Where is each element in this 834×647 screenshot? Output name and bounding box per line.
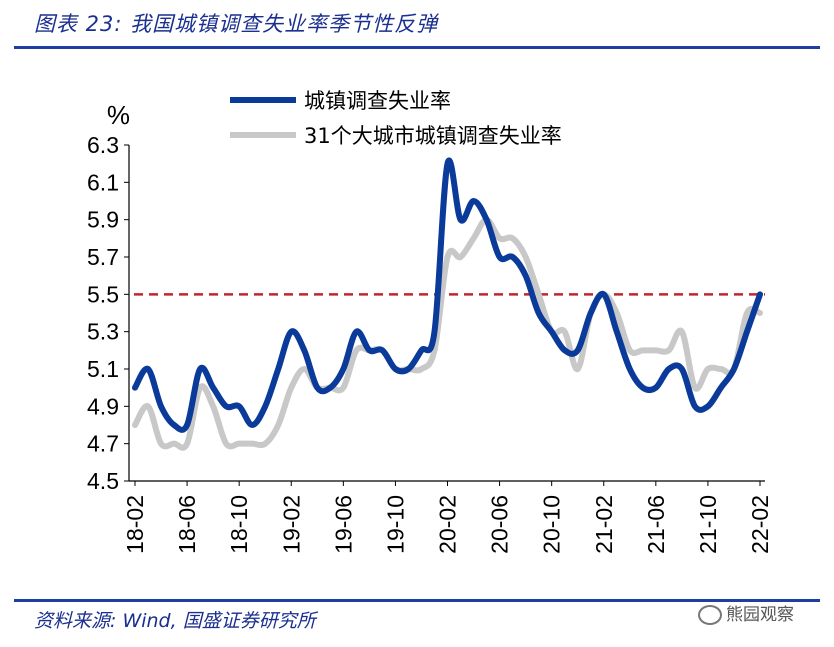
watermark: 熊园观察 — [698, 600, 794, 625]
x-tick-label: 19-02 — [278, 495, 304, 554]
y-tick-label: 5.3 — [87, 319, 119, 345]
x-tick-label: 18-06 — [174, 495, 200, 554]
x-tick-label: 20-02 — [435, 495, 461, 554]
y-tick-label: 5.5 — [87, 281, 119, 307]
x-tick-label: 18-02 — [122, 495, 148, 554]
bottom-rule — [14, 599, 820, 602]
y-tick-label: 4.5 — [87, 468, 119, 494]
chart-axes: 4.5 4.7 4.9 5.1 5.3 5.5 5.7 5.9 6.1 6.3% 18-02 18-0… — [87, 100, 773, 554]
figure-title: 图表 23: 我国城镇调查失业率季节性反弹 — [34, 12, 439, 36]
x-tick-label: 21-10 — [695, 495, 721, 554]
source-note: 资料来源: Wind, 国盛证券研究所 — [34, 610, 316, 632]
y-tick-label: 5.1 — [87, 356, 119, 382]
x-tick-label: 20-06 — [487, 495, 513, 554]
chart-legend: 城镇调查失业率 31个大城市城镇调查失业率 — [230, 89, 562, 148]
series-line-2 — [132, 216, 763, 451]
wechat-icon — [698, 605, 722, 625]
top-rule — [14, 46, 820, 49]
x-tick-label: 20-10 — [539, 495, 565, 554]
y-tick-label: 4.7 — [87, 431, 119, 457]
series-layer — [132, 157, 765, 451]
series-line-1 — [132, 157, 763, 433]
line-chart: 4.5 4.7 4.9 5.1 5.3 5.5 5.7 5.9 6.1 6.3% 18-02 18-0… — [87, 89, 773, 554]
y-tick-label: 5.9 — [87, 207, 119, 233]
x-tick-label: 21-02 — [591, 495, 617, 554]
y-tick-label: 5.7 — [87, 244, 119, 270]
watermark-text: 熊园观察 — [726, 605, 794, 625]
y-unit-label: % — [107, 100, 130, 130]
x-tick-label: 21-06 — [643, 495, 669, 554]
x-tick-label: 19-06 — [330, 495, 356, 554]
y-tick-label: 4.9 — [87, 393, 119, 419]
x-tick-label: 22-02 — [747, 495, 773, 554]
legend-label-1: 城镇调查失业率 — [304, 89, 451, 113]
y-tick-label: 6.1 — [87, 169, 119, 195]
legend-label-2: 31个大城市城镇调查失业率 — [304, 124, 562, 148]
y-tick-label: 6.3 — [87, 132, 119, 158]
x-tick-label: 18-10 — [226, 495, 252, 554]
x-tick-label: 19-10 — [382, 495, 408, 554]
